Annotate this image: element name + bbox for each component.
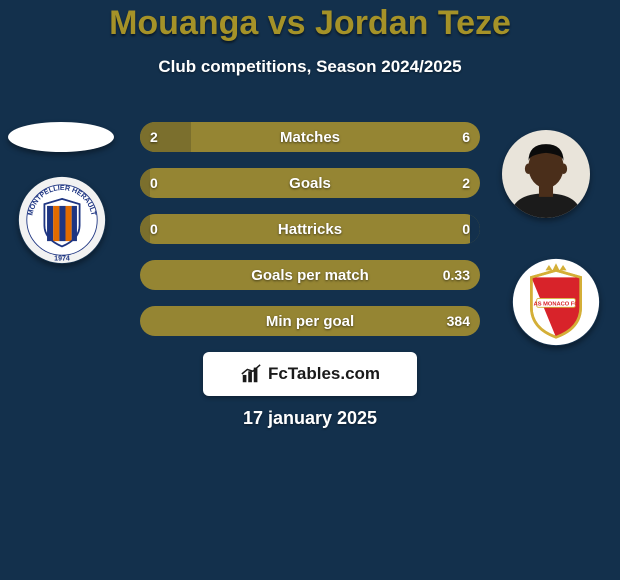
stat-value-right: 0.33 <box>433 260 480 290</box>
stat-label: Goals per match <box>140 260 480 290</box>
stat-row: Goals per match0.33 <box>140 260 480 290</box>
montpellier-crest-icon: MONTPELLIER HERAULT 1974 <box>18 176 106 264</box>
stat-label: Goals <box>140 168 480 198</box>
stat-row: Min per goal384 <box>140 306 480 336</box>
stat-label: Hattricks <box>140 214 480 244</box>
stat-value-left <box>140 260 160 290</box>
stat-row: Matches2 6 <box>140 122 480 152</box>
page-title: Mouanga vs Jordan Teze <box>0 0 620 43</box>
date-line: 17 january 2025 <box>0 408 620 429</box>
subtitle: Club competitions, Season 2024/2025 <box>0 57 620 77</box>
stat-label: Matches <box>140 122 480 152</box>
stat-value-right: 0 <box>452 214 480 244</box>
left-club-badge: MONTPELLIER HERAULT 1974 <box>18 176 106 264</box>
stat-value-left: 2 <box>140 122 168 152</box>
stat-value-left: 0 <box>140 214 168 244</box>
comparison-rows: Matches26Goals02Hattricks00Goals per mat… <box>140 122 480 352</box>
stat-row: Hattricks0 0 <box>140 214 480 244</box>
stat-label: Min per goal <box>140 306 480 336</box>
player-silhouette-icon <box>502 130 590 218</box>
right-player-photo <box>502 130 590 218</box>
left-player-photo-placeholder <box>8 122 114 152</box>
stat-value-left <box>140 306 160 336</box>
svg-text:1974: 1974 <box>54 255 70 262</box>
right-club-badge: AS MONACO FC <box>512 258 600 346</box>
svg-text:AS MONACO FC: AS MONACO FC <box>534 302 579 308</box>
monaco-crest-icon: AS MONACO FC <box>512 258 600 346</box>
comparison-infographic: Mouanga vs Jordan Teze Club competitions… <box>0 0 620 580</box>
stat-value-right: 384 <box>437 306 480 336</box>
brand-badge: FcTables.com <box>203 352 417 396</box>
stat-value-left: 0 <box>140 168 168 198</box>
bar-chart-icon <box>240 363 262 385</box>
stat-row: Goals0 2 <box>140 168 480 198</box>
stat-value-right: 2 <box>452 168 480 198</box>
brand-text: FcTables.com <box>268 364 380 384</box>
stat-value-right: 6 <box>452 122 480 152</box>
